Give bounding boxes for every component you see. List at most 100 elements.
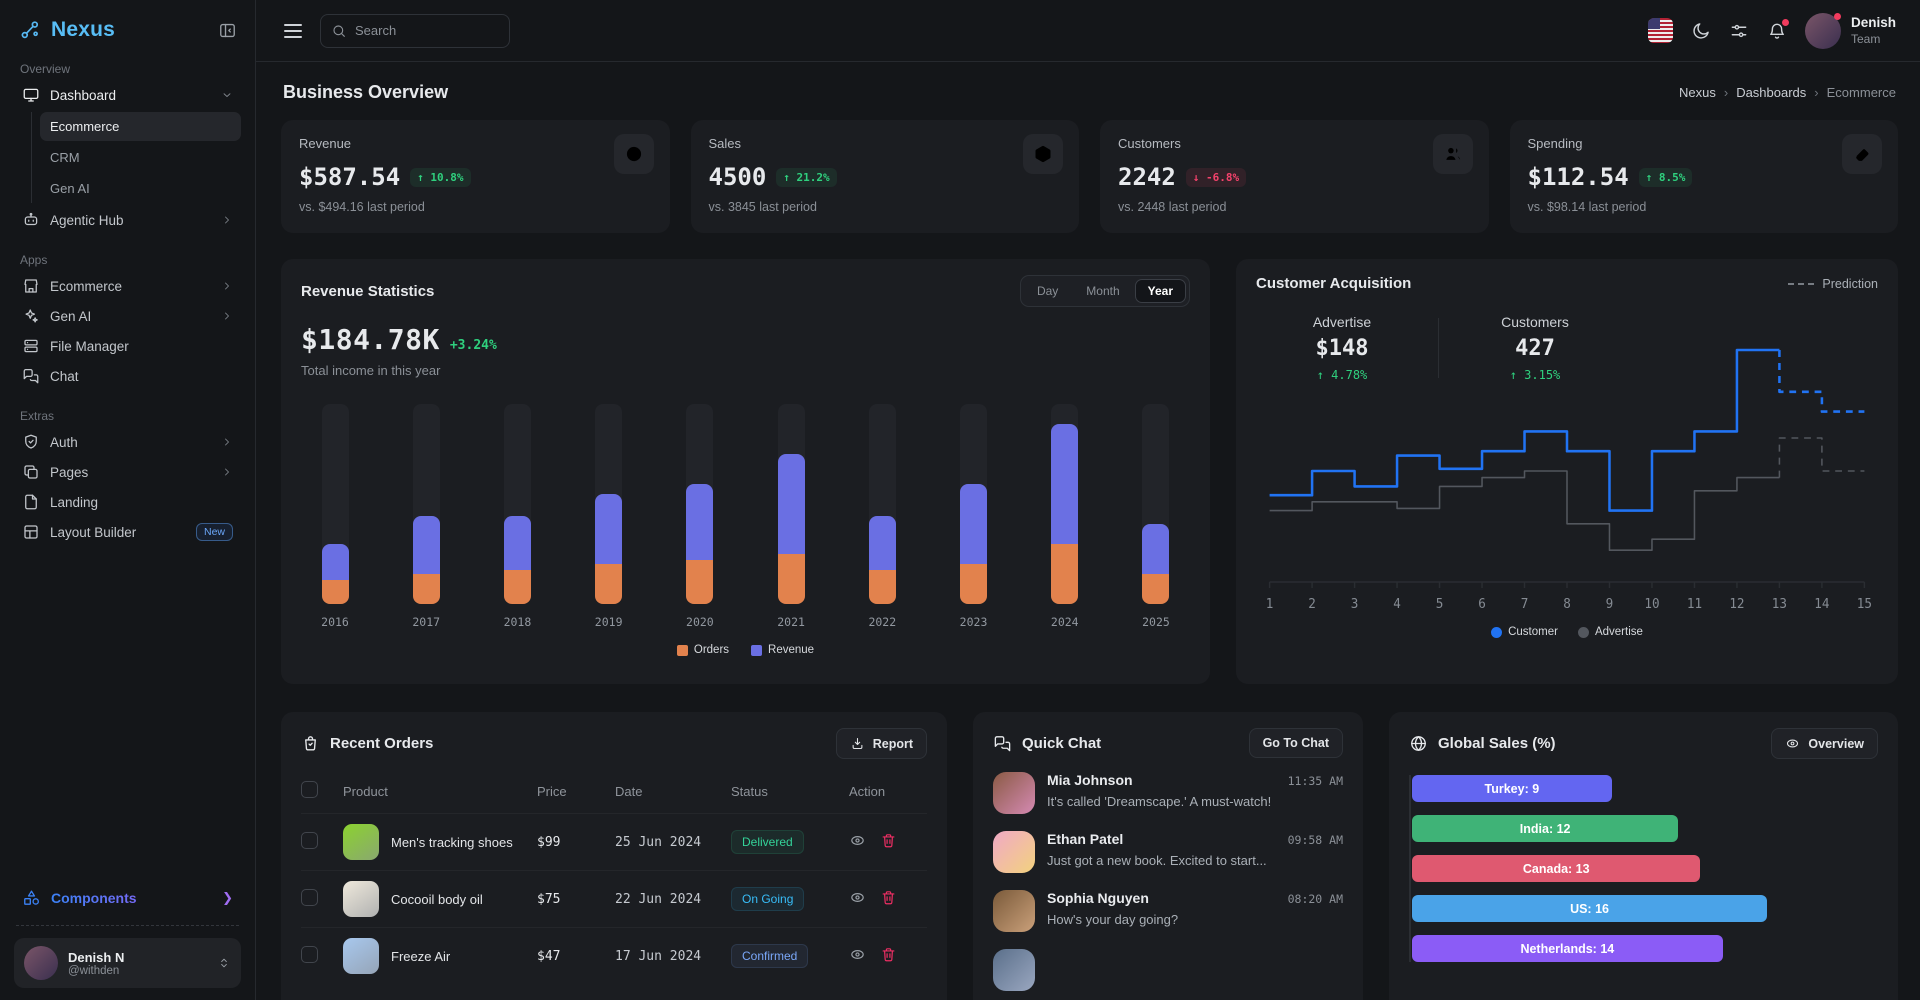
bar-column-2024: 2024 (1045, 404, 1085, 629)
sidebar-user-card[interactable]: Denish N @withden (14, 938, 241, 988)
stat-value: 4500 (708, 163, 767, 191)
search-input[interactable] (355, 23, 499, 38)
toggle-day[interactable]: Day (1024, 279, 1071, 303)
row-checkbox[interactable] (301, 832, 318, 849)
components-label: Components (51, 890, 212, 906)
legend-swatch (751, 644, 763, 656)
bar-column-2017: 2017 (406, 404, 446, 629)
stats-row: Revenue $587.54 ↑ 10.8% vs. $494.16 last pe… (281, 120, 1898, 233)
sidebar-collapse-icon[interactable] (218, 21, 237, 40)
user-menu[interactable]: Denish Team (1804, 12, 1896, 49)
stat-line: 4500 ↑ 21.2% (709, 163, 1062, 191)
chevron-updown-icon (217, 956, 231, 970)
sidebar-subitem-crm[interactable]: CRM (50, 150, 80, 165)
chat-timestamp: 11:35 AM (1287, 774, 1343, 788)
sidebar-item-label: File Manager (50, 338, 129, 354)
svg-text:13: 13 (1772, 597, 1787, 612)
chat-sender-name: Ethan Patel (1047, 831, 1124, 847)
bar-year-label: 2023 (959, 615, 988, 629)
sidebar-item-dashboard[interactable]: Dashboard (14, 80, 241, 110)
chevron-right-icon (221, 214, 233, 226)
revenue-statistics-card: Revenue Statistics Day Month Year $184.78K… (281, 259, 1210, 684)
view-eye-icon[interactable] (849, 946, 866, 963)
divider (1438, 318, 1439, 378)
settings-sliders-icon[interactable] (1729, 21, 1749, 41)
svg-text:9: 9 (1606, 597, 1614, 612)
revenue-bar-segment (503, 516, 531, 570)
breadcrumb-dashboards[interactable]: Dashboards (1736, 85, 1807, 100)
go-to-chat-button[interactable]: Go To Chat (1248, 728, 1343, 758)
overview-button[interactable]: Overview (1771, 728, 1878, 759)
bar-stack (1142, 524, 1170, 604)
sidebar-item-landing[interactable]: Landing (14, 487, 241, 517)
chat-message-text: Just got a new book. Excited to start... (1047, 853, 1267, 868)
sidebar-item-auth[interactable]: Auth (14, 427, 241, 457)
stat-label: Revenue (299, 136, 352, 151)
sidebar-item-gen-ai[interactable]: Gen AI (14, 301, 241, 331)
breadcrumb-nexus[interactable]: Nexus (1678, 85, 1716, 100)
row-actions (849, 889, 897, 906)
legend-item-customer: Customer (1491, 626, 1558, 638)
orders-bar-segment (1142, 574, 1170, 604)
dark-mode-moon-icon[interactable] (1691, 21, 1711, 41)
svg-text:7: 7 (1521, 597, 1529, 612)
view-eye-icon[interactable] (849, 889, 866, 906)
language-flag-us[interactable] (1647, 18, 1673, 43)
chevron-down-icon (221, 89, 233, 101)
package-icon (1023, 134, 1063, 174)
column-header-status: Status (731, 783, 768, 799)
sidebar-item-chat[interactable]: Chat (14, 361, 241, 391)
sidebar-item-agentic-hub[interactable]: Agentic Hub (14, 205, 241, 235)
revenue-bar-chart: 2016 2017 2018 2019 2020 2021 2022 2023 2024 2025 (301, 404, 1190, 629)
bar-track (1142, 404, 1170, 604)
svg-text:1: 1 (1266, 597, 1274, 612)
bar-column-2019: 2019 (589, 404, 629, 629)
topbar: Denish Team (256, 0, 1920, 62)
sidebar-item-file-manager[interactable]: File Manager (14, 331, 241, 361)
delete-trash-icon[interactable] (880, 946, 897, 963)
global-sales-row-netherlands: Netherlands: 14 (1412, 935, 1878, 962)
hamburger-menu-icon[interactable] (284, 23, 302, 38)
global-sales-bar: US: 16 (1412, 895, 1768, 922)
delete-trash-icon[interactable] (880, 832, 897, 849)
delete-trash-icon[interactable] (880, 889, 897, 906)
row-checkbox[interactable] (301, 946, 318, 963)
notifications-bell-icon[interactable] (1767, 18, 1789, 41)
global-sales-row-turkey: Turkey: 9 (1412, 775, 1878, 802)
sidebar-item-components[interactable]: Components ❯ (14, 882, 241, 913)
sidebar-item-layout-builder[interactable]: Layout Builder New (14, 517, 241, 547)
view-eye-icon[interactable] (849, 832, 866, 849)
row-checkbox[interactable] (301, 889, 318, 906)
bar-stack (686, 484, 714, 604)
nexus-logo-icon (18, 18, 42, 42)
sidebar-item-label: Layout Builder (50, 524, 137, 540)
sidebar-item-pages[interactable]: Pages (14, 457, 241, 487)
sidebar-subitem-ecommerce[interactable]: Ecommerce (40, 112, 241, 141)
chevron-right-icon (221, 310, 233, 322)
sidebar-subitem-gen-ai[interactable]: Gen AI (50, 181, 90, 196)
table-row: Freeze Air $47 17 Jun 2024 Confirmed (301, 927, 927, 984)
status-badge: Delivered (731, 830, 804, 854)
product-name: Cocooil body oil (391, 891, 483, 907)
legend-item-revenue: Revenue (751, 644, 814, 656)
sparkles-icon (22, 307, 40, 325)
price-cell: $75 (537, 870, 615, 928)
toggle-month[interactable]: Month (1073, 279, 1132, 303)
dashed-line-icon (1788, 282, 1815, 285)
chat-message-ethan-patel[interactable]: Ethan Patel 09:58 AM Just got a new book. … (993, 831, 1343, 873)
chat-message-mia-johnson[interactable]: Mia Johnson 11:35 AM It's called 'Dreamsca… (993, 772, 1343, 814)
sidebar-item-ecommerce[interactable]: Ecommerce (14, 271, 241, 301)
search-box[interactable] (320, 13, 510, 48)
bar-column-2020: 2020 (680, 404, 720, 629)
date-cell: 17 Jun 2024 (615, 927, 731, 984)
report-button[interactable]: Report (835, 728, 927, 759)
legend-dot (1577, 626, 1589, 638)
chat-message-sophia-nguyen[interactable]: Sophia Nguyen 08:20 AM How's your day goin… (993, 890, 1343, 932)
section-label-apps: Apps (20, 253, 48, 267)
chevron-right-icon: ❯ (222, 889, 233, 905)
server-icon (22, 337, 40, 355)
chevron-right-icon (221, 466, 233, 478)
toggle-year[interactable]: Year (1134, 279, 1186, 303)
select-all-checkbox[interactable] (301, 781, 318, 798)
